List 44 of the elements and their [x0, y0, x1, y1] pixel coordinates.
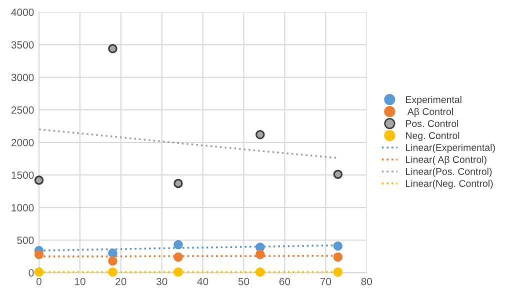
y-tick-label: 4000: [11, 8, 34, 16]
line-series: [38, 128, 339, 159]
y-tick-label: 3000: [11, 74, 34, 82]
point: [108, 44, 118, 54]
x-tick-label: 60: [279, 278, 290, 286]
legend-label: Linear(Experimental): [406, 144, 495, 153]
x-tick-label: 50: [238, 278, 250, 286]
y-tick-label: 3500: [11, 41, 34, 49]
x-tick-label: 10: [74, 278, 86, 286]
y-tick-label: 1500: [12, 171, 34, 179]
legend-label: Linear(Neg. Control): [406, 180, 493, 189]
point: [174, 252, 183, 262]
x-tick-label: 20: [116, 278, 126, 286]
x-tick-label: 0: [36, 278, 42, 286]
point: [333, 267, 343, 277]
point: [174, 267, 183, 277]
x-tick-label: 80: [361, 278, 372, 286]
point: [34, 250, 44, 260]
legend-label: Neg. Control: [406, 132, 460, 141]
point: [333, 170, 343, 179]
point: [255, 130, 265, 140]
legend-label: Linear( Aβ Control): [406, 156, 486, 165]
legend-label: Experimental: [406, 96, 462, 106]
legend-label: Pos. Control: [406, 120, 458, 128]
point: [333, 252, 343, 262]
y-tick-label: 1000: [12, 204, 34, 212]
point: [34, 176, 44, 185]
legend-label: Linear(Pos. Control): [406, 168, 492, 177]
y-tick-label: 2000: [11, 138, 34, 146]
y-tick-label: 0: [28, 269, 34, 277]
legend-label: Aβ Control: [407, 108, 453, 117]
point: [174, 240, 183, 250]
y-tick-label: 2500: [11, 106, 34, 114]
point: [108, 256, 118, 266]
point: [108, 267, 118, 277]
point: [174, 178, 183, 188]
point: [333, 241, 343, 251]
y-tick-label: 500: [17, 236, 34, 244]
point: [34, 267, 44, 277]
x-tick-label: 40: [197, 278, 208, 286]
point: [255, 250, 265, 260]
x-tick-label: 70: [320, 278, 332, 286]
point: [255, 267, 265, 277]
x-tick-label: 30: [156, 278, 168, 286]
